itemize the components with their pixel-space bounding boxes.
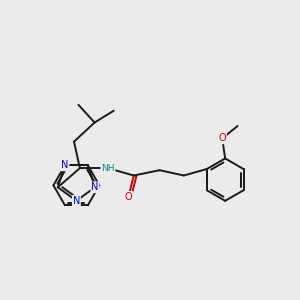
Text: O: O <box>125 192 132 202</box>
Text: O: O <box>218 134 226 143</box>
Text: NH: NH <box>101 164 115 172</box>
Text: N: N <box>61 160 69 170</box>
Text: N: N <box>91 182 99 192</box>
Text: N: N <box>73 196 80 206</box>
